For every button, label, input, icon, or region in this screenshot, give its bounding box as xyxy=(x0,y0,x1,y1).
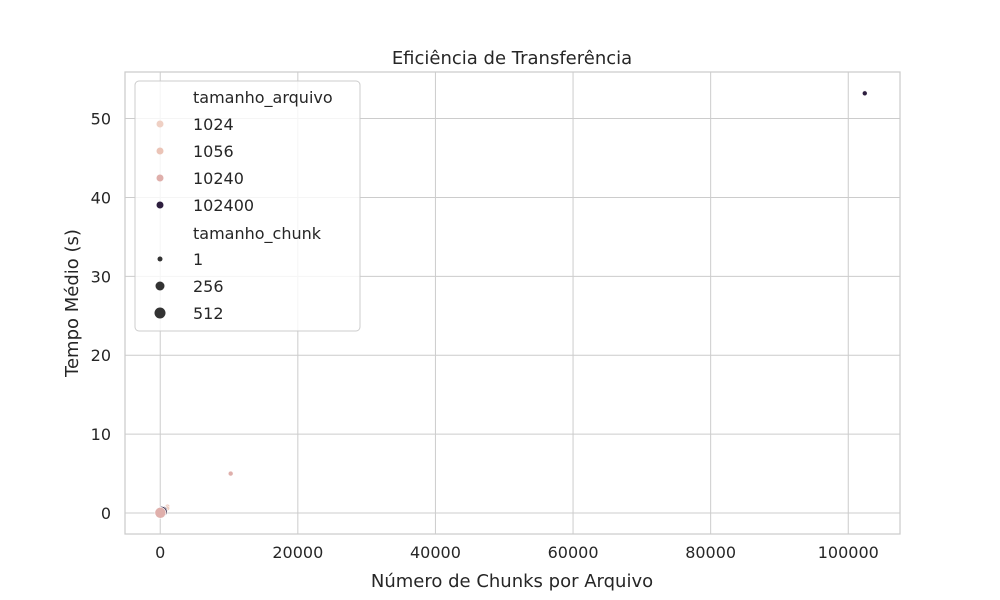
legend-size-label: 256 xyxy=(193,277,224,296)
legend-size-marker xyxy=(155,281,165,291)
legend-hue-label: 102400 xyxy=(193,196,254,215)
legend: tamanho_arquivo 1024 1056 10240 102400 tama… xyxy=(134,80,361,332)
data-point xyxy=(227,470,234,477)
y-tick-label: 50 xyxy=(91,110,111,129)
legend-hue-marker xyxy=(156,120,164,128)
y-tick-label: 30 xyxy=(91,267,111,286)
y-tick-label: 40 xyxy=(91,188,111,207)
legend-size-marker xyxy=(154,307,166,319)
legend-hue-label: 1024 xyxy=(193,115,234,134)
legend-hue-label: 1056 xyxy=(193,142,234,161)
y-tick-label: 20 xyxy=(91,346,111,365)
data-point xyxy=(861,90,868,97)
x-tick-label: 60000 xyxy=(548,543,599,562)
x-tick-label: 0 xyxy=(155,543,165,562)
plot-frame xyxy=(124,71,901,535)
y-axis-label: Tempo Médio (s) xyxy=(62,229,83,378)
legend-size-label: 1 xyxy=(193,250,203,269)
data-point xyxy=(154,506,167,519)
legend-box xyxy=(134,80,361,332)
legend-size-title: tamanho_chunk xyxy=(193,224,322,244)
legend-hue-marker xyxy=(156,147,164,155)
legend-hue-marker xyxy=(156,201,164,209)
y-tick-label: 10 xyxy=(91,425,111,444)
legend-size-label: 512 xyxy=(193,304,224,323)
x-tick-label: 100000 xyxy=(818,543,879,562)
legend-hue-marker xyxy=(156,174,164,182)
x-axis-label: Número de Chunks por Arquivo xyxy=(371,571,653,592)
grid-lines xyxy=(125,72,900,534)
x-tick-label: 40000 xyxy=(410,543,461,562)
y-tick-label: 0 xyxy=(101,504,111,523)
legend-size-marker xyxy=(157,256,163,262)
legend-hue-entries: 1024 1056 10240 102400 xyxy=(156,115,254,215)
x-tick-label: 80000 xyxy=(685,543,736,562)
x-tick-label: 20000 xyxy=(272,543,323,562)
legend-size-entries: 1 256 512 xyxy=(154,250,224,323)
chart-title: Eficiência de Transferência xyxy=(392,48,632,69)
tick-labels: 0 20000 40000 60000 80000 100000 0 10 20 30 40 50 xyxy=(91,110,879,562)
legend-hue-title: tamanho_arquivo xyxy=(193,88,333,108)
legend-hue-label: 10240 xyxy=(193,169,244,188)
data-points xyxy=(154,90,868,519)
